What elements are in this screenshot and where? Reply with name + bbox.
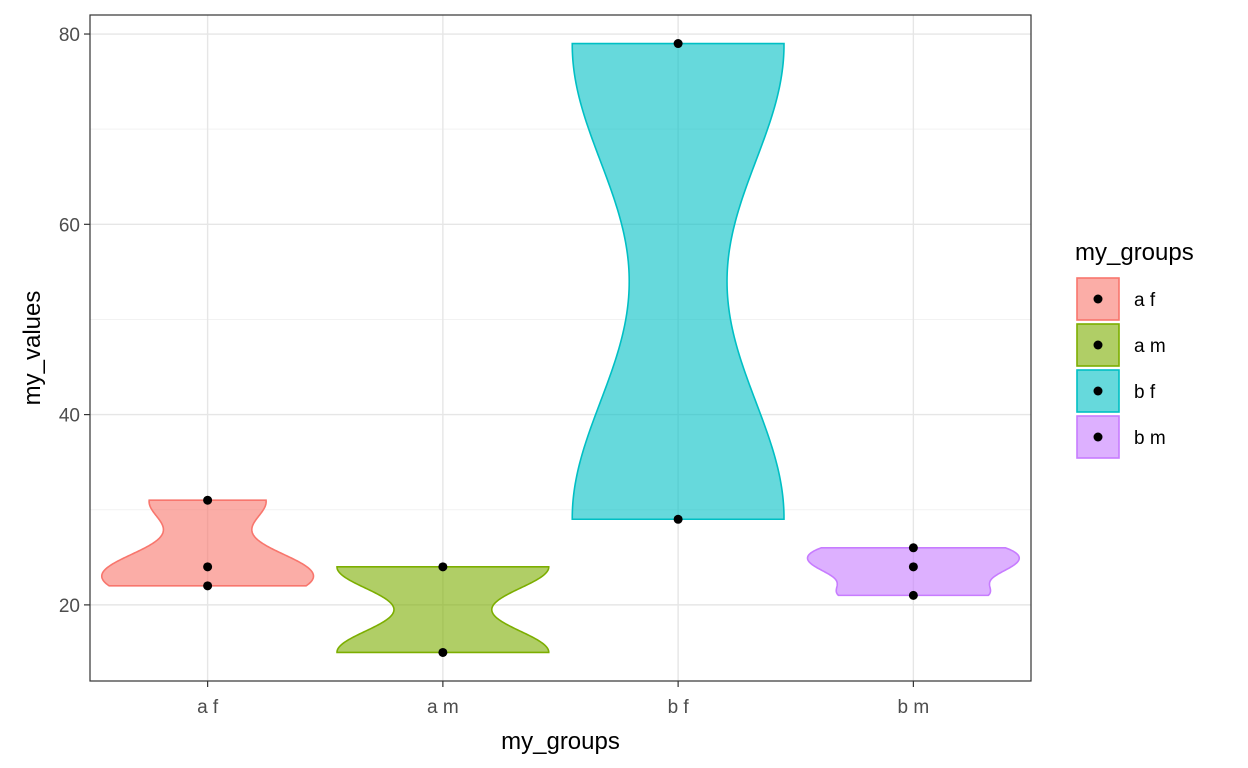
legend-point	[1093, 432, 1103, 442]
data-point	[203, 495, 213, 505]
data-point	[908, 590, 918, 600]
grid-minor	[90, 128, 1031, 511]
panel-border	[89, 14, 1032, 682]
legend-label: a m	[1134, 336, 1166, 357]
legend-item: b m	[1076, 415, 1166, 459]
data-point	[908, 562, 918, 572]
x-axis-title: my_groups	[501, 728, 620, 755]
y-tick-label: 60	[59, 215, 80, 236]
legend-point	[1093, 294, 1103, 304]
data-points	[203, 39, 918, 657]
legend-items: a f a m b f b m	[1076, 277, 1166, 459]
y-tick-label: 80	[59, 25, 80, 46]
data-point	[908, 543, 918, 553]
legend-item: a m	[1076, 323, 1166, 367]
x-tick-label: b f	[668, 697, 690, 718]
data-point	[203, 581, 213, 591]
legend-point	[1093, 386, 1103, 396]
data-point	[438, 562, 448, 572]
x-tick-label: b m	[898, 697, 930, 718]
legend-title: my_groups	[1075, 239, 1194, 266]
grid-major	[90, 15, 1031, 681]
legend-label: b f	[1134, 382, 1156, 403]
legend: my_groups a f a m b f b m	[1075, 239, 1194, 459]
y-tick-label: 40	[59, 406, 80, 427]
legend-point	[1093, 340, 1103, 350]
violin-a-f	[100, 499, 315, 587]
data-point	[438, 647, 448, 657]
legend-item: a f	[1076, 277, 1156, 321]
legend-item: b f	[1076, 369, 1156, 413]
data-point	[203, 562, 213, 572]
violin-a-m	[336, 566, 550, 654]
violin-b-m	[806, 547, 1021, 597]
y-axis-ticks: 20 40 60 80	[59, 25, 90, 617]
data-point	[673, 514, 683, 524]
y-axis-title: my_values	[19, 291, 46, 406]
violin-b-f	[571, 42, 785, 521]
legend-label: b m	[1134, 428, 1166, 449]
legend-key	[1076, 277, 1120, 321]
violins	[100, 42, 1021, 654]
x-tick-label: a m	[427, 697, 459, 718]
y-tick-label: 20	[59, 596, 80, 617]
legend-label: a f	[1134, 290, 1156, 311]
data-point	[673, 39, 683, 49]
x-tick-label: a f	[197, 697, 219, 718]
